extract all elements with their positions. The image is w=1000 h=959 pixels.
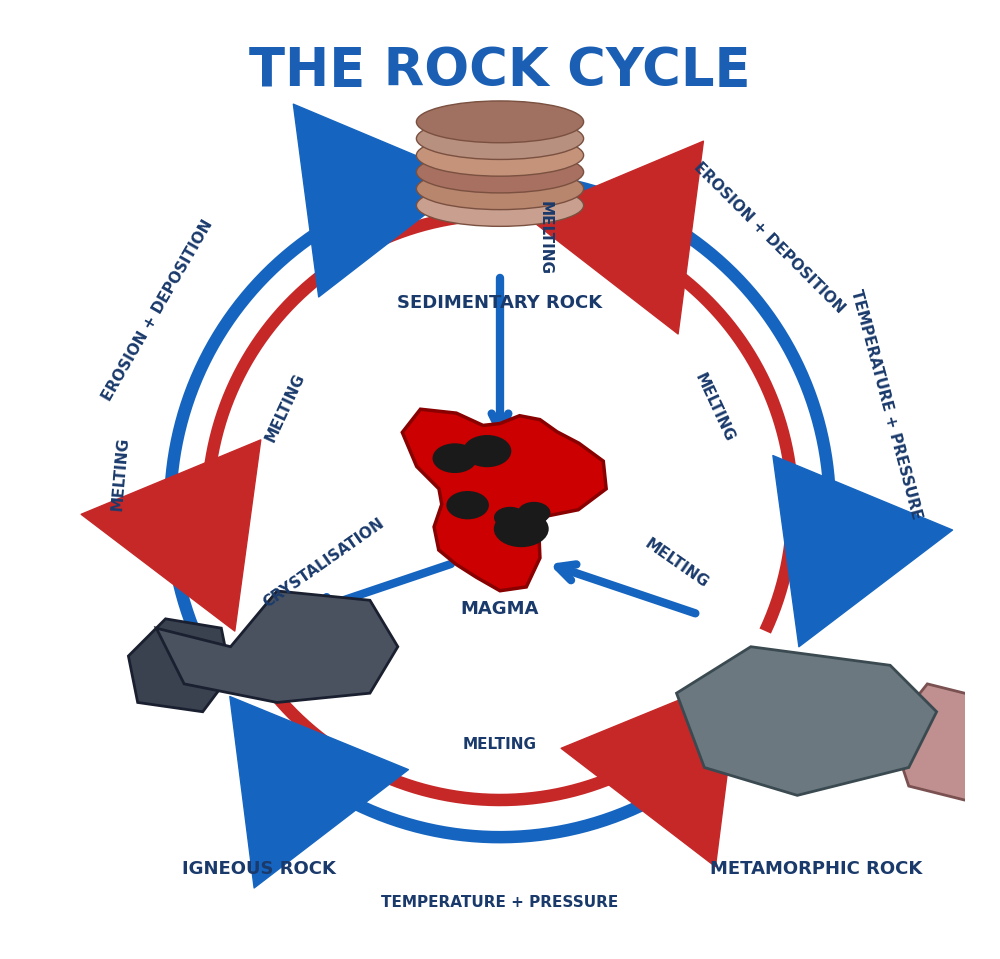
Text: THE ROCK CYCLE: THE ROCK CYCLE bbox=[249, 45, 751, 97]
Ellipse shape bbox=[494, 510, 549, 548]
Polygon shape bbox=[156, 591, 398, 702]
Polygon shape bbox=[890, 684, 1000, 805]
Ellipse shape bbox=[416, 184, 584, 226]
Polygon shape bbox=[677, 646, 937, 795]
Text: SEDIMENTARY ROCK: SEDIMENTARY ROCK bbox=[397, 293, 603, 312]
Text: MELTING: MELTING bbox=[463, 737, 537, 752]
Ellipse shape bbox=[433, 443, 477, 473]
Text: METAMORPHIC ROCK: METAMORPHIC ROCK bbox=[710, 860, 922, 878]
Text: MELTING: MELTING bbox=[263, 370, 308, 444]
Ellipse shape bbox=[416, 118, 584, 159]
Text: MELTING: MELTING bbox=[110, 436, 131, 512]
Ellipse shape bbox=[463, 435, 511, 467]
Ellipse shape bbox=[416, 101, 584, 143]
Ellipse shape bbox=[416, 134, 584, 176]
Ellipse shape bbox=[446, 491, 489, 520]
Polygon shape bbox=[402, 409, 606, 591]
Text: IGNEOUS ROCK: IGNEOUS ROCK bbox=[182, 860, 335, 878]
Ellipse shape bbox=[416, 168, 584, 210]
Text: EROSION + DEPOSITION: EROSION + DEPOSITION bbox=[100, 217, 216, 403]
Text: CRYSTALISATION: CRYSTALISATION bbox=[260, 516, 387, 611]
Ellipse shape bbox=[494, 506, 526, 528]
Ellipse shape bbox=[416, 152, 584, 193]
Text: TEMPERATURE + PRESSURE: TEMPERATURE + PRESSURE bbox=[848, 288, 924, 521]
Text: EROSION + DEPOSITION: EROSION + DEPOSITION bbox=[691, 160, 848, 316]
Text: TEMPERATURE + PRESSURE: TEMPERATURE + PRESSURE bbox=[381, 895, 619, 910]
Text: MELTING: MELTING bbox=[537, 201, 552, 275]
Polygon shape bbox=[128, 619, 231, 712]
Ellipse shape bbox=[518, 502, 550, 524]
Text: MELTING: MELTING bbox=[642, 536, 711, 591]
Text: MAGMA: MAGMA bbox=[461, 600, 539, 619]
Text: MELTING: MELTING bbox=[692, 370, 737, 444]
